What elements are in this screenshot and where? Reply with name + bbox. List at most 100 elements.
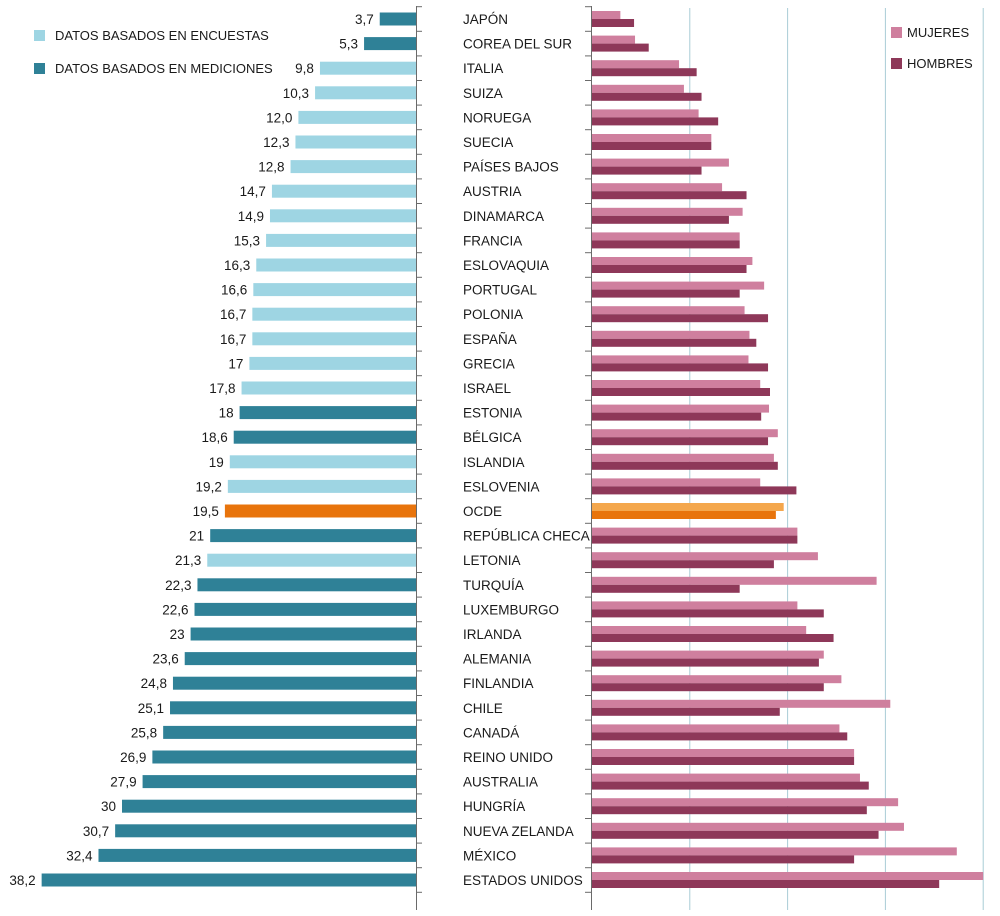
women-bar: [592, 798, 899, 807]
men-bar: [592, 363, 769, 372]
men-bar: [592, 437, 769, 446]
men-bar: [592, 289, 740, 298]
country-label: LUXEMBURGO: [463, 602, 559, 617]
country-label: SUIZA: [463, 86, 503, 101]
left-bar: [227, 479, 416, 493]
women-bar: [592, 478, 761, 487]
right-panel-axis: [585, 6, 592, 910]
left-bar: [315, 86, 416, 100]
left-value-label: 38,2: [9, 873, 35, 888]
left-value-label: 16,6: [221, 283, 247, 298]
left-value-label: 22,3: [165, 578, 191, 593]
country-label: ESPAÑA: [463, 332, 517, 347]
left-value-label: 16,7: [220, 332, 246, 347]
country-label: ISRAEL: [463, 381, 512, 396]
men-bar: [592, 707, 780, 716]
left-bar: [253, 283, 416, 297]
left-value-label: 26,9: [120, 750, 146, 765]
legend-survey-swatch: [34, 30, 45, 41]
left-value-label: 27,9: [110, 775, 136, 790]
women-bar: [592, 576, 877, 585]
left-value-label: 17: [228, 356, 243, 371]
left-value-label: 12,0: [266, 110, 292, 125]
left-panel-value-labels: 3,7 5,3 9,8 10,3 12,0 12,3 12,8 14,7 14,9 15,3 16,…: [9, 12, 373, 888]
women-bar: [592, 847, 957, 856]
men-bar: [592, 314, 769, 323]
left-bar: [252, 307, 416, 321]
left-bar: [163, 725, 416, 739]
men-bar: [592, 806, 867, 815]
men-bar: [592, 412, 762, 421]
left-bar: [98, 848, 416, 862]
women-bar: [592, 773, 860, 782]
country-label: DINAMARCA: [463, 209, 544, 224]
left-bar: [256, 258, 416, 272]
left-value-label: 18: [219, 406, 234, 421]
left-bar: [194, 602, 416, 616]
country-label: REPÚBLICA CHECA: [463, 529, 590, 544]
country-label: PAÍSES BAJOS: [463, 160, 559, 175]
left-bar: [184, 652, 416, 666]
left-value-label: 21: [189, 529, 204, 544]
left-bar: [298, 110, 416, 124]
women-bar: [592, 675, 842, 684]
left-value-label: 25,8: [131, 725, 157, 740]
legend-women-label: MUJERES: [907, 25, 969, 40]
men-bar: [592, 19, 635, 27]
country-label: POLONIA: [463, 307, 523, 322]
men-bar: [592, 658, 819, 667]
men-bar: [592, 461, 778, 470]
women-bar: [592, 11, 621, 19]
women-bar: [592, 109, 699, 118]
left-bar: [239, 406, 416, 420]
legend-men-swatch: [891, 58, 902, 69]
men-bar: [592, 781, 869, 790]
left-value-label: 17,8: [209, 381, 235, 396]
men-bar: [592, 535, 798, 544]
men-bar: [592, 830, 879, 839]
country-label: ESLOVAQUIA: [463, 258, 549, 273]
women-bar: [592, 158, 729, 167]
left-value-label: 12,8: [258, 160, 284, 175]
left-legend: DATOS BASADOS EN ENCUESTAS DATOS BASADOS…: [34, 28, 273, 76]
left-value-label: 5,3: [339, 37, 358, 52]
left-bar: [172, 676, 416, 690]
left-value-label: 22,6: [162, 602, 188, 617]
left-bar: [266, 233, 416, 247]
left-value-label: 23,6: [152, 652, 178, 667]
left-value-label: 19,5: [193, 504, 219, 519]
left-value-label: 30,7: [83, 824, 109, 839]
left-bar: [207, 553, 416, 567]
men-bar: [592, 388, 770, 396]
left-value-label: 3,7: [355, 12, 374, 27]
women-bar: [592, 330, 750, 339]
left-bar: [197, 578, 416, 592]
women-bar: [592, 503, 784, 511]
women-bar: [592, 380, 761, 388]
women-bar: [592, 724, 840, 733]
left-value-label: 19,2: [196, 479, 222, 494]
left-value-label: 32,4: [66, 848, 93, 863]
legend-men-label: HOMBRES: [907, 56, 973, 71]
women-bar: [592, 281, 765, 290]
left-bar: [41, 873, 416, 887]
women-bar: [592, 626, 807, 634]
left-bar: [271, 184, 416, 198]
country-label: ESLOVENIA: [463, 479, 540, 494]
country-label: NUEVA ZELANDA: [463, 824, 574, 839]
men-bar: [592, 68, 697, 77]
men-bar: [592, 560, 774, 569]
right-legend: MUJERES HOMBRES: [891, 25, 973, 71]
left-bar: [170, 701, 416, 715]
country-label: LETONIA: [463, 553, 521, 568]
country-label: MÉXICO: [463, 848, 516, 863]
country-label: REINO UNIDO: [463, 750, 553, 765]
legend-measured-label: DATOS BASADOS EN MEDICIONES: [55, 61, 273, 76]
women-bar: [592, 650, 824, 659]
left-bar: [241, 381, 416, 395]
men-bar: [592, 92, 702, 101]
country-label: NORUEGA: [463, 110, 531, 125]
men-bar: [592, 191, 747, 200]
country-labels: JAPÓN COREA DEL SUR ITALIA SUIZA NORUEGA SUEC…: [463, 12, 590, 888]
